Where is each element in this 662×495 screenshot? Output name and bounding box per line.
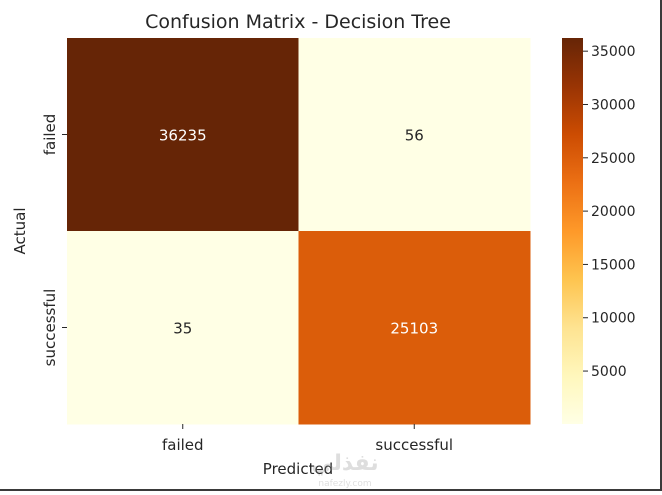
x-axis-label: Predicted [263,460,333,478]
heatmap-cell [298,231,531,425]
chart-title: Confusion Matrix - Decision Tree [145,11,451,33]
x-tick-label: successful [375,436,453,454]
colorbar-tick-label: 35000 [591,44,636,60]
colorbar-tick-label: 15000 [591,257,636,273]
heatmap-cell [298,38,531,232]
heatmap-cell [67,38,299,232]
colorbar-tick-label: 30000 [591,97,636,113]
frame-edge-bottom [0,489,662,491]
cell-annotations: 36235 56 35 25103 [159,127,438,338]
frame-edge-right [660,0,662,491]
cell-annotation: 56 [405,127,424,145]
y-axis: failed successful [41,114,67,367]
colorbar: 5000 10000 15000 20000 25000 30000 35000 [562,38,636,424]
x-axis: failed successful [162,424,453,454]
cell-annotation: 36235 [159,127,207,145]
y-tick-label: failed [41,114,59,156]
colorbar-tick-label: 25000 [591,151,636,167]
y-axis-label: Actual [11,208,29,255]
y-tick-label: successful [41,289,59,367]
colorbar-tick-label: 20000 [591,204,636,220]
heatmap-cell [67,231,299,425]
cell-annotation: 35 [173,320,192,338]
watermark: نفذلي nafezly.com [311,451,378,489]
cell-annotation: 25103 [390,320,438,338]
x-tick-label: failed [162,436,204,454]
heatmap-cells [67,38,531,425]
colorbar-gradient [562,38,583,424]
watermark-logo: نفذلي [311,451,378,476]
watermark-url: nafezly.com [318,479,371,489]
colorbar-tick-label: 5000 [591,364,627,380]
colorbar-tick-label: 10000 [591,311,636,327]
